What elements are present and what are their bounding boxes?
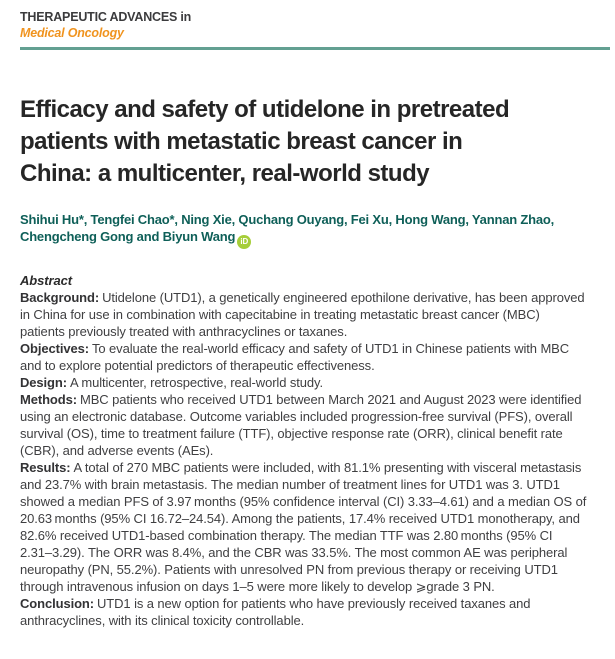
section-text: Utidelone (UTD1), a genetically engineer… <box>20 290 585 340</box>
section-text: MBC patients who received UTD1 between M… <box>20 392 582 459</box>
author-line: Chengcheng Gong and Biyun Wang <box>20 229 236 245</box>
section-label: Design: <box>20 375 67 391</box>
abstract-section-methods: Methods: MBC patients who received UTD1 b… <box>20 391 587 459</box>
article-title: Efficacy and safety of utidelone in pret… <box>20 94 587 190</box>
journal-masthead: THERAPEUTIC ADVANCES in Medical Oncology <box>20 10 610 51</box>
abstract-section-objectives: Objectives: To evaluate the real-world ef… <box>20 340 587 374</box>
section-label: Methods: <box>20 392 77 408</box>
abstract-section-results: Results: A total of 270 MBC patients were… <box>20 459 587 595</box>
section-text: A multicenter, retrospective, real-world… <box>69 375 323 391</box>
article-title-line: China: a multicenter, real-world study <box>20 160 430 188</box>
section-label: Results: <box>20 460 71 476</box>
orcid-icon[interactable]: iD <box>237 235 252 250</box>
section-label: Conclusion: <box>20 596 95 612</box>
author-line: Shihui Hu*, Tengfei Chao*, Ning Xie, Quc… <box>20 212 555 228</box>
abstract-heading: Abstract <box>20 273 72 289</box>
page-content: THERAPEUTIC ADVANCES in Medical Oncology… <box>20 10 610 629</box>
masthead-divider <box>20 47 610 51</box>
article-title-line: Efficacy and safety of utidelone in pret… <box>20 96 510 124</box>
abstract-section-conclusion: Conclusion: UTD1 is a new option for pati… <box>20 595 587 629</box>
abstract-block: Abstract Background: Utidelone (UTD1), a … <box>20 272 587 629</box>
author-list: Shihui Hu*, Tengfei Chao*, Ning Xie, Quc… <box>20 211 587 250</box>
journal-series-title: THERAPEUTIC ADVANCES in <box>20 10 192 24</box>
section-label: Background: <box>20 290 100 306</box>
journal-name: Medical Oncology <box>20 25 124 40</box>
abstract-section-background: Background: Utidelone (UTD1), a genetical… <box>20 289 587 340</box>
abstract-section-design: Design: A multicenter, retrospective, rea… <box>20 374 587 391</box>
section-text: To evaluate the real-world efficacy and … <box>20 341 570 374</box>
article-title-line: patients with metastatic breast cancer i… <box>20 128 463 156</box>
section-label: Objectives: <box>20 341 89 357</box>
section-text: A total of 270 MBC patients were include… <box>20 460 587 595</box>
section-text: UTD1 is a new option for patients who ha… <box>20 596 531 629</box>
